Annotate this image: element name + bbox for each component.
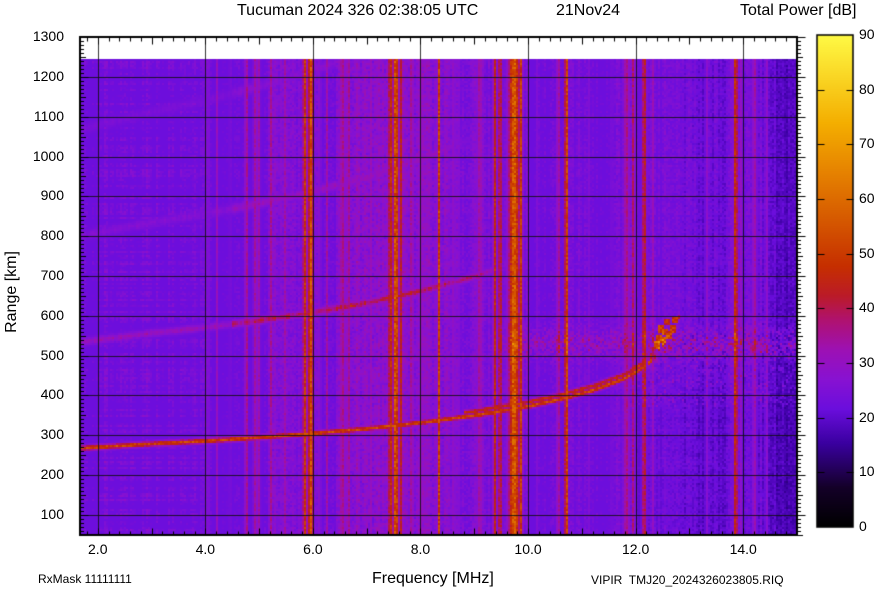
y-axis-title: Range [km] (3, 251, 20, 333)
date-label: 21Nov24 (556, 2, 621, 19)
colorbar-tick-label: 10 (859, 463, 875, 480)
colorbar-tick-label: 20 (859, 408, 875, 425)
rx-mask-label: RxMask 11111111 (38, 572, 132, 586)
colorbar-tick-label: 60 (859, 190, 875, 206)
colorbar-tick-label: 70 (859, 135, 875, 152)
colorbar-tick-label: 80 (859, 80, 875, 97)
x-tick-label: 4.0 (195, 541, 216, 557)
colorbar-tick-label: 50 (859, 244, 875, 261)
x-tick-label: 12.0 (622, 541, 650, 557)
colorbar-title: Total Power [dB] (740, 2, 857, 19)
colorbar-tick-label: 30 (859, 354, 875, 370)
y-tick-label: 1300 (32, 28, 64, 45)
x-tick-label: 6.0 (303, 541, 323, 557)
y-tick-label: 600 (40, 306, 64, 323)
y-tick-label: 800 (40, 227, 64, 244)
y-tick-label: 1000 (32, 147, 64, 164)
x-tick-label: 8.0 (410, 541, 431, 557)
file-id-label: VIPIR TMJ20_2024326023805.RIQ (591, 573, 784, 587)
y-tick-label: 400 (40, 386, 64, 403)
colorbar-tick-label: 40 (859, 299, 875, 316)
y-tick-label: 900 (40, 187, 64, 204)
y-tick-label: 700 (40, 266, 64, 283)
y-tick-label: 100 (40, 505, 64, 522)
x-tick-label: 10.0 (514, 541, 542, 557)
x-tick-label: 14.0 (729, 541, 757, 557)
y-tick-label: 1100 (33, 107, 64, 124)
x-tick-label: 2.0 (88, 541, 108, 557)
y-tick-label: 300 (40, 426, 64, 443)
y-tick-label: 200 (40, 465, 64, 482)
y-tick-label: 1200 (32, 67, 64, 84)
colorbar-tick-label: 90 (859, 26, 875, 42)
page-title: Tucuman 2024 326 02:38:05 UTC (237, 2, 479, 19)
colorbar-tick-label: 0 (859, 518, 867, 534)
y-tick-label: 500 (40, 346, 64, 363)
x-axis-title: Frequency [MHz] (372, 570, 494, 587)
